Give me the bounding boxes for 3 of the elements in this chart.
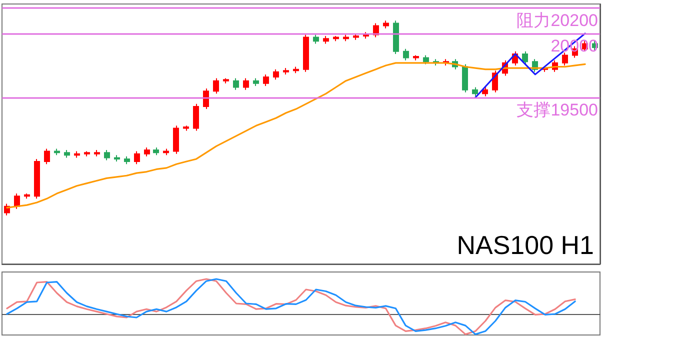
ref-line-label: 阻力20200 (516, 10, 598, 30)
ref-line-label: 支撑19500 (516, 100, 598, 120)
annotation: NAS100 H1 (456, 230, 594, 260)
